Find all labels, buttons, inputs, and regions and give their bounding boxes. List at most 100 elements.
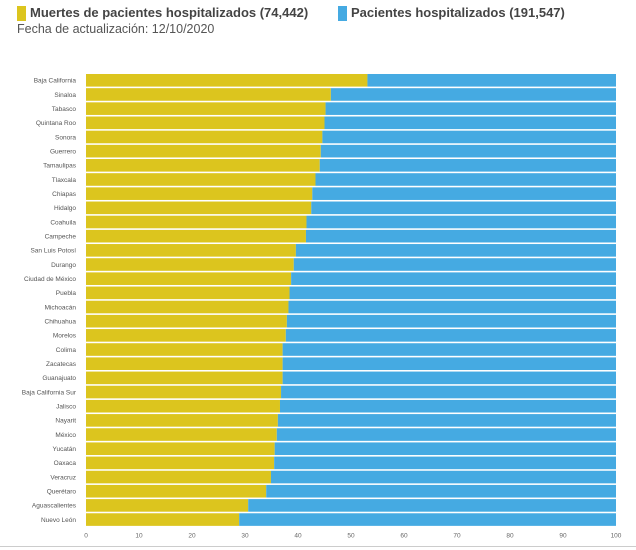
bar-total-puebla	[289, 286, 616, 300]
bar-deaths-guerrero	[86, 144, 321, 158]
bar-deaths-durango	[86, 258, 294, 271]
bar-total-guanajuato	[282, 371, 616, 385]
x-tick-40: 40	[294, 532, 302, 539]
bar-deaths-sinaloa	[86, 88, 331, 101]
bar-deaths-chihuahua	[86, 314, 287, 328]
bar-deaths-chiapas	[86, 187, 313, 200]
category-label-tlaxcala: Tlaxcala	[52, 177, 77, 184]
category-label-ciudad-de-mexico: Ciudad de México	[24, 276, 76, 283]
x-tick-90: 90	[559, 532, 567, 539]
bar-total-colima	[282, 343, 616, 356]
bar-total-chiapas	[312, 187, 616, 200]
bar-deaths-campeche	[86, 229, 306, 243]
bar-total-tlaxcala	[315, 173, 616, 186]
category-label-hidalgo: Hidalgo	[54, 205, 76, 212]
bar-total-nayarit	[277, 414, 616, 427]
bar-deaths-ciudad-de-mexico	[86, 272, 292, 285]
category-label-guerrero: Guerrero	[50, 148, 76, 155]
bar-deaths-colima	[86, 343, 283, 356]
category-label-sinaloa: Sinaloa	[54, 92, 76, 99]
bar-deaths-zacatecas	[86, 357, 283, 370]
category-label-baja-california: Baja California	[34, 78, 77, 85]
x-tick-70: 70	[453, 532, 461, 539]
bar-deaths-jalisco	[86, 399, 280, 413]
x-tick-50: 50	[347, 532, 355, 539]
chart-subtitle: Fecha de actualización: 12/10/2020	[17, 22, 215, 36]
category-label-chiapas: Chiapas	[52, 191, 77, 198]
category-label-guanajuato: Guanajuato	[42, 375, 76, 382]
category-label-durango: Durango	[51, 262, 76, 269]
category-label-quintana-roo: Quintana Roo	[36, 120, 76, 127]
category-label-queretaro: Querétaro	[47, 489, 77, 496]
legend: Muertes de pacientes hospitalizados (74,…	[0, 3, 636, 23]
category-label-veracruz: Veracruz	[50, 474, 76, 481]
bar-deaths-tamaulipas	[86, 159, 320, 172]
bar-deaths-queretaro	[86, 484, 267, 498]
bar-total-zacatecas	[282, 357, 616, 370]
bar-total-sinaloa	[330, 88, 616, 101]
divider	[0, 546, 636, 547]
category-label-mexico: México	[55, 432, 76, 439]
bar-deaths-mexico	[86, 428, 277, 441]
bar-total-yucatan	[274, 442, 616, 456]
bar-deaths-michoacan	[86, 300, 289, 314]
category-label-tabasco: Tabasco	[52, 106, 77, 113]
bar-total-nuevo-leon	[239, 513, 617, 526]
category-label-baja-california-sur: Baja California Sur	[22, 389, 77, 396]
category-label-yucatan: Yucatán	[53, 446, 77, 453]
x-tick-60: 60	[400, 532, 408, 539]
legend-item-total[interactable]: Pacientes hospitalizados (191,547)	[338, 3, 565, 21]
category-label-nuevo-leon: Nuevo León	[41, 517, 76, 524]
category-label-jalisco: Jalisco	[56, 404, 76, 411]
bar-deaths-nuevo-leon	[86, 513, 240, 526]
bar-total-durango	[293, 258, 616, 271]
bar-total-baja-california-sur	[281, 385, 616, 399]
bar-deaths-morelos	[86, 329, 286, 342]
bar-deaths-aguascalientes	[86, 499, 249, 512]
x-tick-20: 20	[188, 532, 196, 539]
bar-total-san-luis-potosi	[295, 244, 616, 257]
category-label-san-luis-potosi: San Luis Potosí	[30, 248, 76, 255]
category-label-chihuahua: Chihuahua	[45, 318, 77, 325]
bar-total-ciudad-de-mexico	[291, 272, 616, 285]
bar-deaths-oaxaca	[86, 456, 275, 470]
x-tick-100: 100	[611, 532, 622, 539]
bar-total-campeche	[305, 229, 616, 243]
bar-deaths-baja-california-sur	[86, 385, 282, 399]
bar-total-chihuahua	[286, 314, 616, 328]
x-tick-0: 0	[84, 532, 88, 539]
bar-total-baja-california	[367, 74, 616, 87]
category-label-nayarit: Nayarit	[55, 418, 76, 425]
category-label-oaxaca: Oaxaca	[54, 460, 77, 467]
bar-deaths-quintana-roo	[86, 116, 325, 130]
category-label-michoacan: Michoacán	[45, 304, 77, 311]
bar-deaths-tlaxcala	[86, 173, 316, 186]
category-label-zacatecas: Zacatecas	[46, 361, 77, 368]
category-label-sonora: Sonora	[55, 134, 76, 141]
legend-item-deaths[interactable]: Muertes de pacientes hospitalizados (74,…	[17, 3, 308, 21]
bar-total-michoacan	[288, 300, 616, 314]
legend-swatch-total	[338, 6, 347, 21]
bar-deaths-hidalgo	[86, 201, 312, 215]
bar-total-coahuila	[306, 215, 616, 229]
bar-deaths-san-luis-potosi	[86, 244, 296, 257]
x-tick-80: 80	[506, 532, 514, 539]
bar-deaths-tabasco	[86, 102, 326, 115]
bar-total-queretaro	[266, 484, 616, 498]
bar-total-tabasco	[325, 102, 616, 115]
bar-total-quintana-roo	[324, 116, 616, 130]
bar-total-tamaulipas	[319, 159, 616, 172]
bar-total-sonora	[322, 130, 616, 144]
legend-swatch-deaths	[17, 6, 26, 21]
category-label-colima: Colima	[56, 347, 77, 354]
category-label-aguascalientes: Aguascalientes	[32, 503, 77, 510]
bar-total-veracruz	[270, 470, 616, 484]
bar-total-aguascalientes	[248, 499, 616, 512]
category-label-puebla: Puebla	[56, 290, 77, 297]
bar-deaths-nayarit	[86, 414, 278, 427]
bar-deaths-puebla	[86, 286, 290, 300]
bar-total-oaxaca	[274, 456, 616, 470]
bar-deaths-baja-california	[86, 74, 368, 87]
bar-total-hidalgo	[311, 201, 616, 215]
